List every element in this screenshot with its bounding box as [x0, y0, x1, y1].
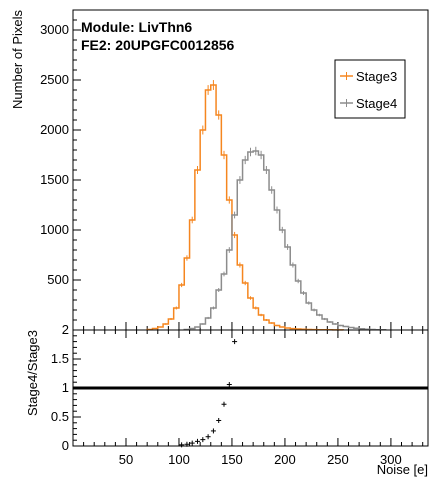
ratio-y-tick-label: 1.5 — [51, 351, 69, 366]
chart-subtitle: FE2: 20UPGFC0012856 — [81, 37, 235, 53]
legend-box — [334, 59, 406, 119]
main-y-tick-label: 3000 — [40, 22, 69, 37]
ratio-y-tick-label: 1 — [62, 380, 69, 395]
main-y-axis-label: Number of Pixels — [10, 10, 25, 109]
x-tick-label: 250 — [327, 452, 349, 467]
chart-title: Module: LivThn6 — [81, 19, 192, 35]
x-tick-label: 100 — [168, 452, 190, 467]
main-plot-frame — [72, 9, 429, 331]
ratio-y-tick-label: 0 — [62, 438, 69, 453]
main-series-group — [146, 80, 387, 331]
x-tick-label: 50 — [119, 452, 133, 467]
main-y-tick-label: 2500 — [40, 72, 69, 87]
legend: Stage3 Stage4 — [334, 59, 406, 119]
x-tick-label: 150 — [221, 452, 243, 467]
main-y-ticks: 500 1000 1500 2000 2500 3000 — [40, 19, 424, 330]
series-stage4-line — [183, 150, 387, 331]
x-tick-label: 200 — [274, 452, 296, 467]
main-y-tick-label: 500 — [47, 272, 69, 287]
main-y-tick-label: 1000 — [40, 222, 69, 237]
ratio-y-tick-label: 2 — [62, 322, 69, 337]
x-axis-label: Noise [e] — [377, 462, 428, 477]
legend-stage4-label: Stage4 — [356, 96, 397, 111]
ratio-y-axis-label: Stage4/Stage3 — [25, 330, 40, 416]
x-tick-label: 300 — [380, 452, 402, 467]
ratio-series-group — [73, 339, 428, 448]
main-y-tick-label: 1500 — [40, 172, 69, 187]
series-stage3-line — [146, 84, 344, 331]
ratio-y-tick-label: 0.5 — [51, 409, 69, 424]
legend-stage3-label: Stage3 — [356, 69, 397, 84]
main-y-tick-label: 2000 — [40, 122, 69, 137]
